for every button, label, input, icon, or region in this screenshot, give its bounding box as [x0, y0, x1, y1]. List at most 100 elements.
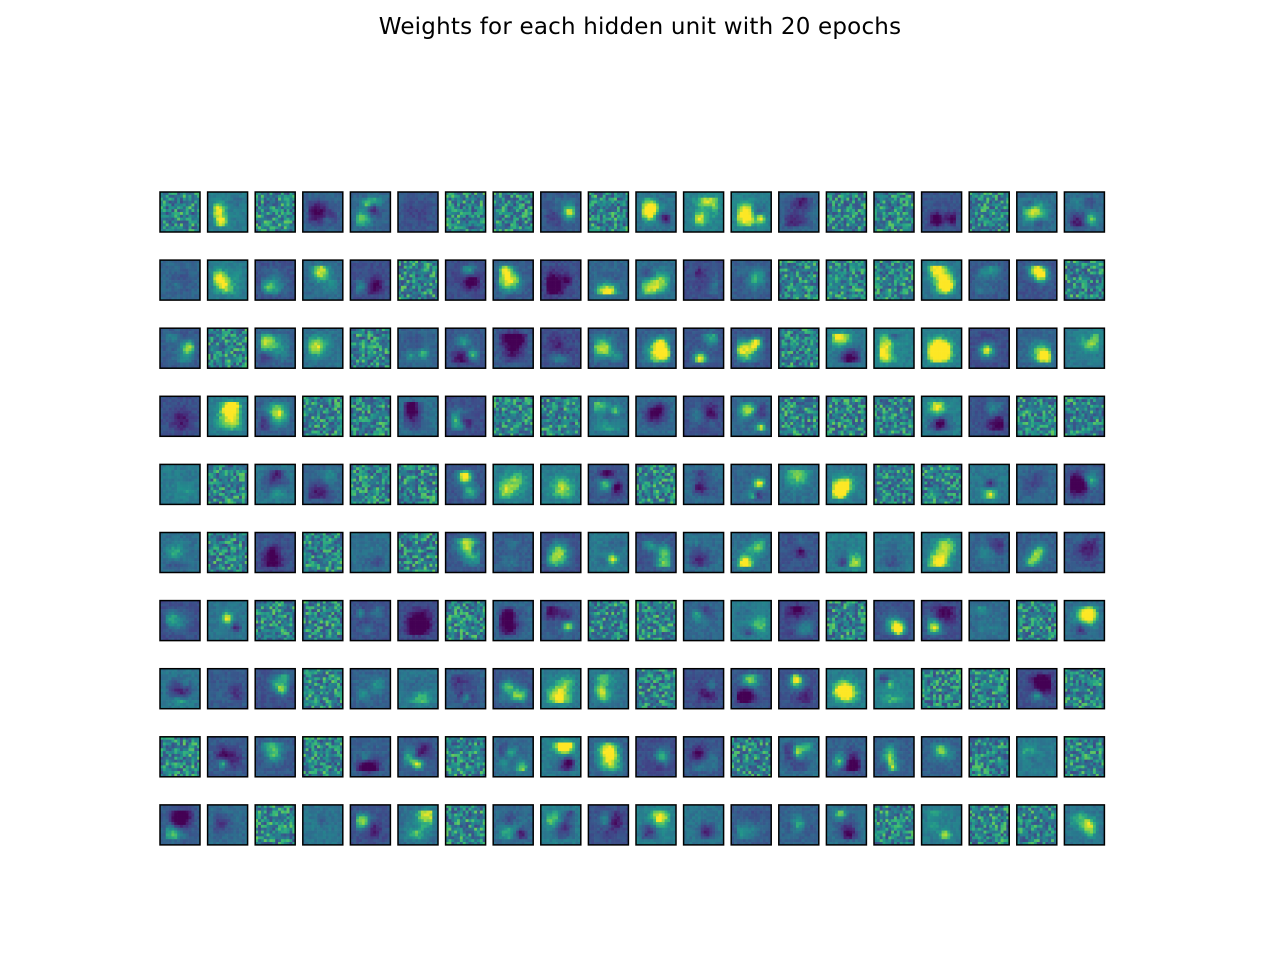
- weight-tile-88: [493, 464, 533, 504]
- weight-tile-111: [636, 533, 676, 573]
- weight-tile-197: [922, 805, 962, 845]
- weight-tile-76: [874, 396, 914, 436]
- weight-tile-102: [208, 533, 248, 573]
- weight-tile-3: [255, 192, 295, 232]
- weight-tile-50: [588, 328, 628, 368]
- weight-tile-198: [969, 805, 1009, 845]
- weight-tile-155: [826, 669, 866, 709]
- weight-tile-19: [1017, 192, 1057, 232]
- weight-tile-179: [1017, 737, 1057, 777]
- weight-tile-18: [969, 192, 1009, 232]
- weight-tile-140: [1064, 601, 1104, 641]
- weight-tile-130: [588, 601, 628, 641]
- weight-tile-47: [446, 328, 486, 368]
- weight-tile-82: [208, 464, 248, 504]
- weight-tile-151: [636, 669, 676, 709]
- weight-tile-141: [160, 669, 200, 709]
- weight-tile-30: [588, 260, 628, 300]
- weight-tile-75: [826, 396, 866, 436]
- weight-tile-190: [588, 805, 628, 845]
- weight-tile-40: [1064, 260, 1104, 300]
- weight-tile-144: [303, 669, 343, 709]
- weight-tile-26: [398, 260, 438, 300]
- weight-tile-35: [826, 260, 866, 300]
- weight-tile-127: [446, 601, 486, 641]
- weight-tile-185: [350, 805, 390, 845]
- weight-tile-63: [255, 396, 295, 436]
- weight-tile-200: [1064, 805, 1104, 845]
- weight-tile-98: [969, 464, 1009, 504]
- weight-tile-9: [541, 192, 581, 232]
- weight-tile-147: [446, 669, 486, 709]
- weight-tile-24: [303, 260, 343, 300]
- weight-tile-4: [303, 192, 343, 232]
- weight-tile-33: [731, 260, 771, 300]
- weight-tile-136: [874, 601, 914, 641]
- weight-tile-123: [255, 601, 295, 641]
- weight-tile-25: [350, 260, 390, 300]
- weight-tile-44: [303, 328, 343, 368]
- weight-tile-42: [208, 328, 248, 368]
- weight-tile-90: [588, 464, 628, 504]
- weight-tile-81: [160, 464, 200, 504]
- weight-tile-48: [493, 328, 533, 368]
- weight-tile-14: [779, 192, 819, 232]
- weight-tile-45: [350, 328, 390, 368]
- weight-tile-133: [731, 601, 771, 641]
- weight-tile-58: [969, 328, 1009, 368]
- weight-tile-80: [1064, 396, 1104, 436]
- weight-tile-38: [969, 260, 1009, 300]
- weight-tile-115: [826, 533, 866, 573]
- weight-tile-66: [398, 396, 438, 436]
- weight-tile-108: [493, 533, 533, 573]
- weight-tile-105: [350, 533, 390, 573]
- weight-tile-122: [208, 601, 248, 641]
- weight-tile-194: [779, 805, 819, 845]
- weight-tile-134: [779, 601, 819, 641]
- weight-tile-193: [731, 805, 771, 845]
- weight-tile-6: [398, 192, 438, 232]
- weight-tile-8: [493, 192, 533, 232]
- weight-tile-183: [255, 805, 295, 845]
- weight-tile-86: [398, 464, 438, 504]
- weight-tile-188: [493, 805, 533, 845]
- weight-tile-16: [874, 192, 914, 232]
- weight-tile-158: [969, 669, 1009, 709]
- weight-tile-17: [922, 192, 962, 232]
- weight-tile-59: [1017, 328, 1057, 368]
- weight-tile-84: [303, 464, 343, 504]
- weight-tile-60: [1064, 328, 1104, 368]
- weight-tile-31: [636, 260, 676, 300]
- weight-tile-96: [874, 464, 914, 504]
- weight-tile-52: [684, 328, 724, 368]
- weight-tile-29: [541, 260, 581, 300]
- weight-tile-93: [731, 464, 771, 504]
- weight-tile-49: [541, 328, 581, 368]
- weight-tile-85: [350, 464, 390, 504]
- weight-tile-116: [874, 533, 914, 573]
- weight-tile-87: [446, 464, 486, 504]
- weight-tile-11: [636, 192, 676, 232]
- weight-tile-67: [446, 396, 486, 436]
- weight-tile-143: [255, 669, 295, 709]
- weight-tile-162: [208, 737, 248, 777]
- weight-tile-139: [1017, 601, 1057, 641]
- weight-tile-132: [684, 601, 724, 641]
- weight-tile-146: [398, 669, 438, 709]
- weight-tile-168: [493, 737, 533, 777]
- weight-tile-126: [398, 601, 438, 641]
- weight-tile-150: [588, 669, 628, 709]
- weight-tile-154: [779, 669, 819, 709]
- weight-tile-43: [255, 328, 295, 368]
- weight-tile-110: [588, 533, 628, 573]
- weight-tile-184: [303, 805, 343, 845]
- weight-tile-78: [969, 396, 1009, 436]
- weight-tile-131: [636, 601, 676, 641]
- weight-tile-36: [874, 260, 914, 300]
- weight-tile-1: [160, 192, 200, 232]
- weight-tile-153: [731, 669, 771, 709]
- weight-tile-109: [541, 533, 581, 573]
- weight-tile-195: [826, 805, 866, 845]
- weight-tile-94: [779, 464, 819, 504]
- weight-tile-191: [636, 805, 676, 845]
